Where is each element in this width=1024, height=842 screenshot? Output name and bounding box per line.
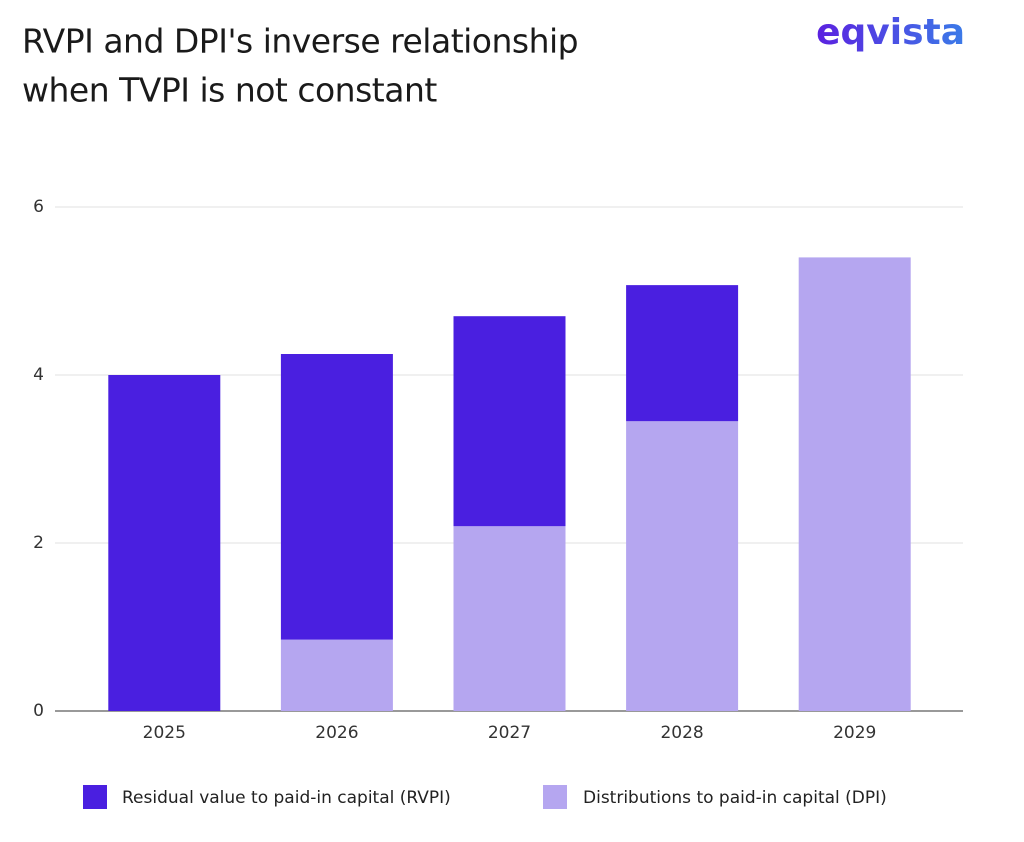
legend-label: Residual value to paid-in capital (RVPI) [122, 788, 451, 808]
bar-segment [626, 285, 739, 422]
y-tick-label: 0 [33, 701, 44, 721]
legend-label: Distributions to paid-in capital (DPI) [583, 788, 887, 808]
x-tick-label: 2026 [315, 723, 358, 743]
bar-segment [280, 639, 393, 711]
y-tick-label: 2 [33, 533, 44, 553]
chart-title: when TVPI is not constant [22, 71, 437, 110]
y-tick-label: 6 [33, 197, 44, 217]
chart-title: RVPI and DPI's inverse relationship [22, 22, 578, 61]
x-tick-label: 2027 [488, 723, 531, 743]
x-tick-label: 2028 [660, 723, 703, 743]
bar-segment [626, 421, 739, 711]
bar-segment [798, 257, 911, 711]
y-tick-label: 4 [33, 365, 44, 385]
x-tick-label: 2025 [143, 723, 186, 743]
bar-segment [280, 354, 393, 640]
legend-swatch [543, 785, 567, 809]
bar-segment [453, 316, 566, 527]
x-tick-label: 2029 [833, 723, 876, 743]
bar-segment [108, 375, 221, 711]
logo: eqvista [816, 12, 965, 53]
bar-segment [453, 526, 566, 711]
legend-swatch [83, 785, 107, 809]
